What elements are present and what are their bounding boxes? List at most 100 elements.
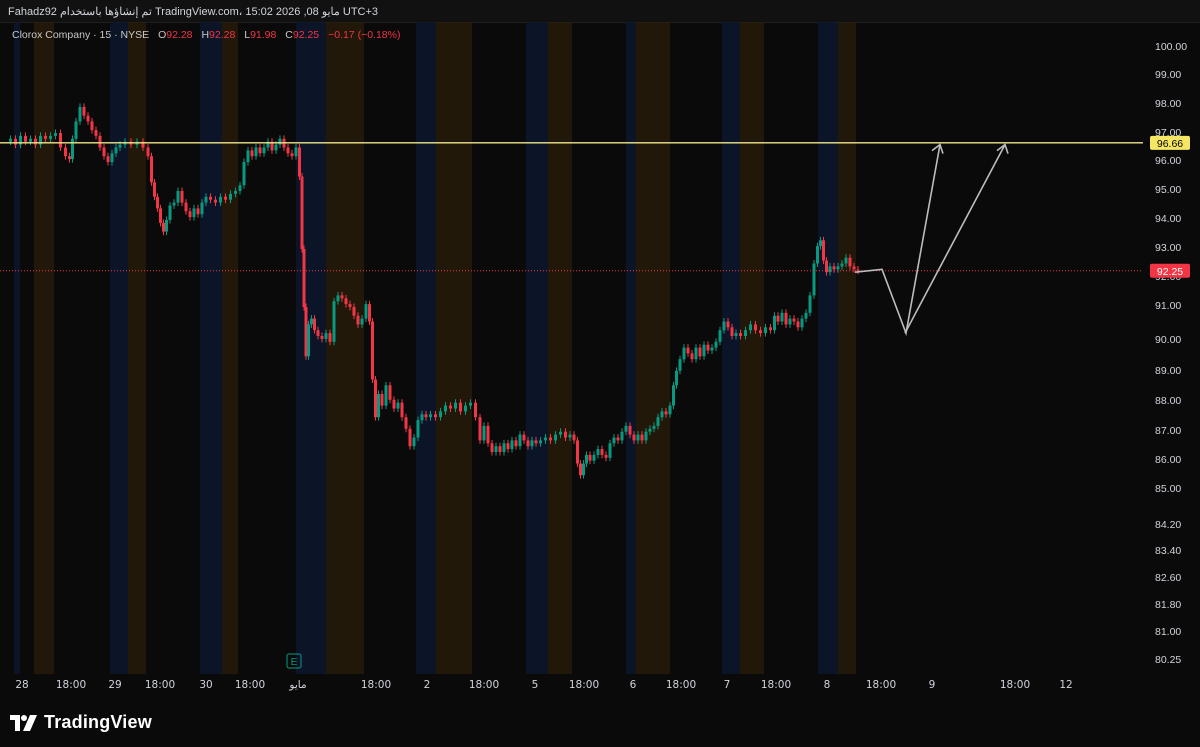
symbol-legend: Clorox Company · 15 · NYSE O92.28 H92.28… <box>12 29 400 41</box>
candle-body <box>686 347 690 354</box>
candle-body <box>526 440 530 447</box>
candle-body <box>307 324 310 357</box>
candle-body <box>19 135 22 145</box>
candle-body <box>604 454 608 458</box>
candle-body <box>682 347 686 360</box>
candle-body <box>486 425 490 444</box>
screenshot-caption-bar: Fahadz92 تم إنشاؤها باستخدام TradingView… <box>0 0 1200 23</box>
symbol-name: Clorox Company · 15 · NYSE <box>12 29 150 41</box>
candle-body <box>204 196 208 203</box>
candle-body <box>165 220 168 232</box>
candle-body <box>652 425 656 429</box>
candle-body <box>522 434 526 441</box>
session-band <box>14 22 20 674</box>
x-axis-tick-label: 28 <box>15 679 28 691</box>
candle-body <box>672 385 675 406</box>
candle-body <box>730 327 734 336</box>
candle-body <box>302 249 306 307</box>
candle-body <box>98 135 102 148</box>
candle-body <box>576 440 579 464</box>
price-chart[interactable]: E100.0099.0098.0097.0096.0095.0094.0093.… <box>0 22 1200 702</box>
session-band <box>548 22 572 674</box>
candle-body <box>352 307 356 316</box>
candle-body <box>184 202 188 212</box>
candle-body <box>192 208 196 218</box>
candle-body <box>464 405 467 412</box>
candle-body <box>368 304 371 322</box>
candle-body <box>539 440 542 444</box>
candle-body <box>262 147 266 154</box>
candle-body <box>328 333 332 342</box>
candle-body <box>534 440 538 444</box>
candle-body <box>110 153 114 162</box>
session-band <box>34 22 54 674</box>
candle-body <box>356 315 360 325</box>
x-axis-tick-label: 18:00 <box>361 679 391 691</box>
y-axis-tick-label: 91.00 <box>1155 300 1181 312</box>
candle-body <box>744 330 747 336</box>
candle-body <box>348 304 352 307</box>
x-axis-tick-label: 6 <box>630 679 637 691</box>
y-axis-tick-label: 95.00 <box>1155 184 1181 196</box>
y-axis-tick-label: 82.60 <box>1155 572 1181 584</box>
candle-body <box>796 321 800 328</box>
chart-area[interactable]: E 100.00 99.00 98.00 97.00 96.00 95.00 94.00 93.… <box>0 22 1200 702</box>
candle-body <box>832 266 836 270</box>
candle-body <box>254 147 258 157</box>
low-label: L <box>244 29 251 41</box>
close-value: 92.25 <box>292 29 320 41</box>
candle-body <box>764 327 767 334</box>
candle-body <box>150 156 153 183</box>
candle-body <box>714 341 718 348</box>
projection-line-a <box>854 144 941 337</box>
y-axis-tick-label: 86.00 <box>1155 454 1181 466</box>
candle-body <box>294 147 298 157</box>
candle-body <box>278 138 282 145</box>
y-axis-tick-label: 80.25 <box>1155 654 1181 666</box>
candle-body <box>549 437 552 441</box>
last-price-badge <box>1150 263 1190 278</box>
candle-body <box>780 312 784 322</box>
candle-body <box>478 417 482 441</box>
candle-body <box>332 301 336 342</box>
candle-body <box>114 147 118 154</box>
x-axis-tick-label: 18:00 <box>866 679 896 691</box>
candle-body <box>59 133 62 148</box>
candle-body <box>444 405 447 412</box>
candle-body <box>180 191 184 203</box>
candle-body <box>718 330 722 342</box>
candle-body <box>624 425 628 432</box>
session-band <box>326 22 364 674</box>
candle-body <box>706 344 710 351</box>
y-axis-tick-label: 85.00 <box>1155 483 1181 495</box>
candle-body <box>722 321 726 331</box>
candle-body <box>474 402 477 418</box>
candle-body <box>648 428 652 432</box>
candle-body <box>404 417 408 429</box>
candle-body <box>200 202 204 215</box>
candle-body <box>64 147 67 157</box>
candle-body <box>825 260 828 273</box>
y-axis-tick-label: 98.00 <box>1155 98 1181 110</box>
candle-body <box>214 199 217 203</box>
x-axis-tick-label: 18:00 <box>569 679 599 691</box>
candle-body <box>852 266 856 270</box>
session-band <box>636 22 670 674</box>
candle-body <box>754 324 757 331</box>
candle-body <box>71 138 74 160</box>
candle-body <box>344 298 348 305</box>
candle-body <box>812 263 816 296</box>
candle-body <box>316 330 320 336</box>
candle-body <box>392 399 396 409</box>
y-axis-tick-label: 99.00 <box>1155 69 1181 81</box>
candle-body <box>690 353 694 360</box>
candle-body <box>588 454 592 461</box>
candle-body <box>146 147 150 157</box>
open-label: O <box>158 29 167 41</box>
session-band <box>416 22 436 674</box>
y-axis-tick-label: 88.00 <box>1155 395 1181 407</box>
x-axis-tick-label: 18:00 <box>56 679 86 691</box>
earnings-marker-box <box>286 653 302 669</box>
candle-body <box>554 434 557 441</box>
candle-body <box>788 318 792 325</box>
